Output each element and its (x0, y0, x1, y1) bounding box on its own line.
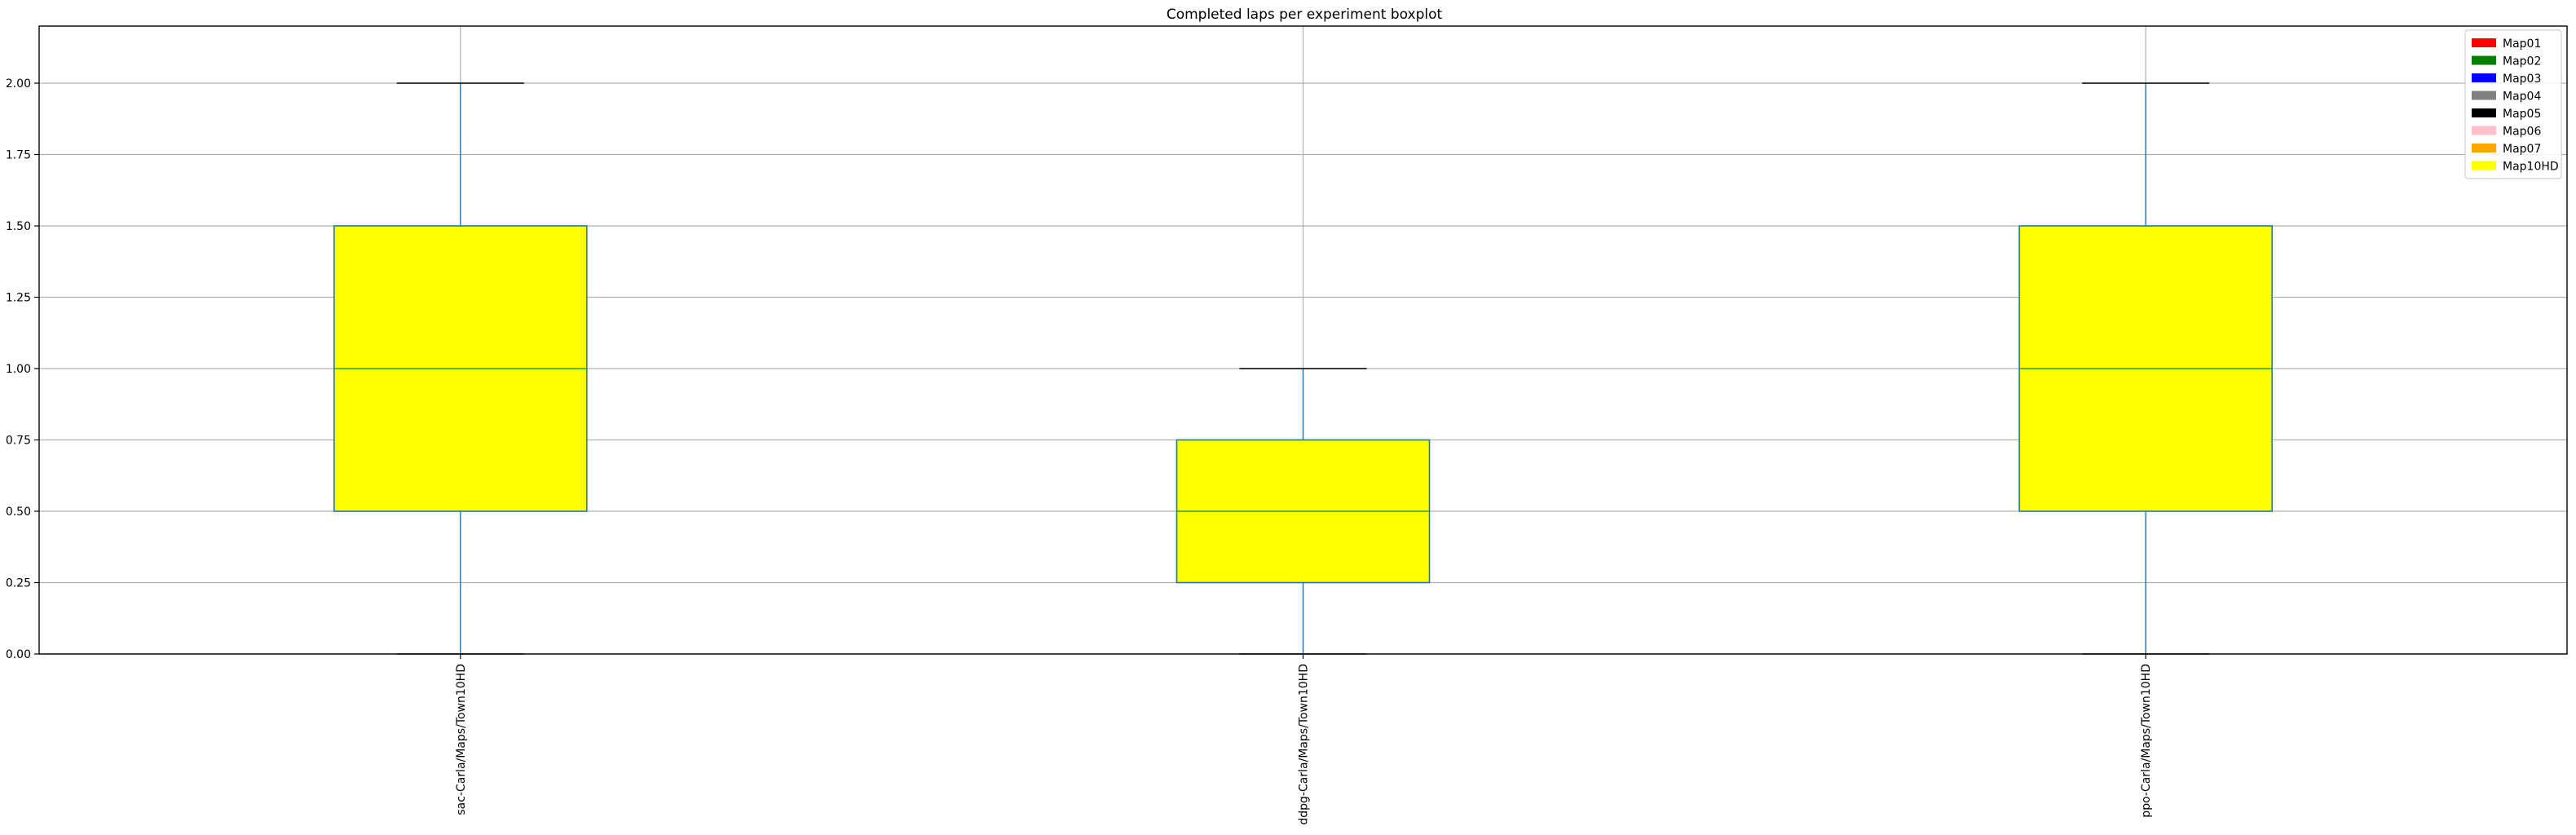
legend-swatch (2472, 126, 2496, 135)
legend-swatch (2472, 161, 2496, 170)
x-tick-label: sac-Carla/Maps/Town10HD (455, 664, 468, 815)
legend-swatch (2472, 91, 2496, 100)
legend-label: Map03 (2503, 73, 2541, 86)
y-tick-label: 0.25 (6, 577, 31, 590)
legend-label: Map02 (2503, 55, 2541, 68)
y-tick-label: 0.75 (6, 435, 31, 448)
plot-frame (38, 25, 2568, 655)
legend-label: Map07 (2503, 143, 2541, 156)
legend-label: Map01 (2503, 38, 2541, 51)
x-tick-label: ddpg-Carla/Maps/Town10HD (1298, 664, 1311, 825)
axes: 0.00 0.25 0.50 0.75 1.00 1.25 1.50 1.75 2.00 sac-… (6, 25, 2568, 825)
legend: Map01 Map02 Map03 Map04 Map05 Map06 Map07 Map10… (2464, 29, 2562, 179)
x-tick-label: ppo-Carla/Maps/Town10HD (2140, 664, 2153, 818)
legend-swatch (2472, 144, 2496, 152)
legend-swatch (2472, 55, 2496, 65)
y-tick-label: 0.00 (6, 648, 31, 661)
chart-title: Completed laps per experiment boxplot (1167, 7, 1443, 23)
y-tick-label: 1.50 (6, 220, 31, 233)
legend-label: Map04 (2503, 91, 2541, 104)
legend-box (2464, 29, 2562, 179)
legend-label: Map10HD (2503, 161, 2559, 174)
legend-label: Map06 (2503, 126, 2541, 139)
y-tick-label: 0.50 (6, 506, 31, 519)
legend-swatch (2472, 73, 2496, 82)
boxes (333, 82, 2273, 655)
y-tick-label: 1.75 (6, 149, 31, 162)
legend-swatch (2472, 38, 2496, 47)
legend-swatch (2472, 108, 2496, 117)
y-tick-label: 2.00 (6, 77, 31, 91)
legend-label: Map05 (2503, 108, 2541, 121)
y-tick-label: 1.25 (6, 292, 31, 305)
y-tick-label: 1.00 (6, 363, 31, 376)
